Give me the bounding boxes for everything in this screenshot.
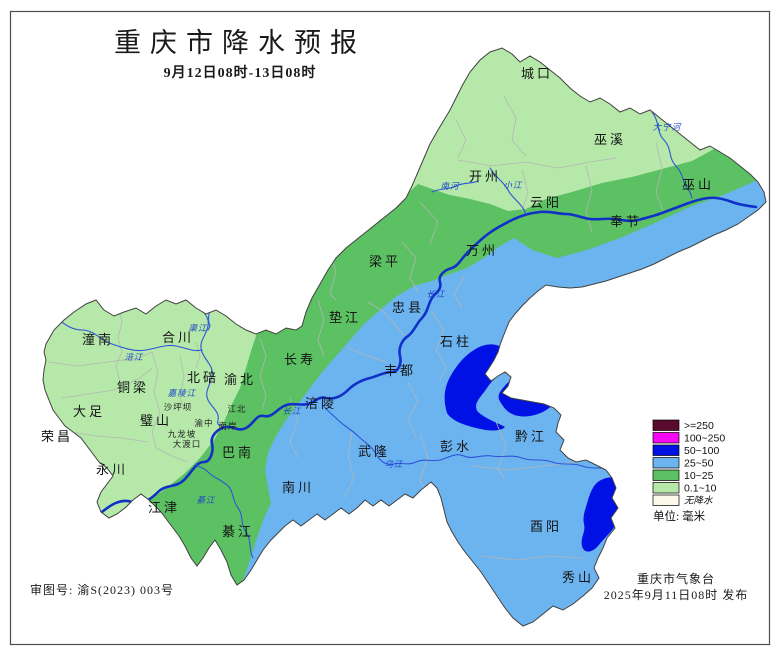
city-district-label: 九龙坡 — [168, 429, 197, 439]
river-label: 南河 — [440, 181, 460, 191]
district-label: 万州 — [466, 243, 498, 258]
district-label: 奉节 — [610, 214, 642, 229]
legend-label: 25~50 — [684, 458, 714, 470]
river-label: 大宁河 — [653, 122, 682, 132]
map-frame — [9, 10, 771, 646]
river-label: 渠江 — [188, 323, 208, 333]
river-label: 小江 — [503, 180, 523, 190]
district-label: 巫山 — [682, 177, 714, 192]
legend-swatch — [652, 469, 680, 481]
map-footer: 审图号: 渝S(2023) 003号 重庆市气象台 2025年9月11日08时 … — [30, 571, 749, 602]
district-label: 梁平 — [369, 254, 401, 269]
river-label: 乌江 — [384, 459, 404, 469]
district-label: 铜梁 — [117, 380, 149, 395]
legend-swatch — [652, 494, 680, 506]
city-district-label: 渝中 — [194, 418, 213, 428]
publisher-name: 重庆市气象台 — [637, 571, 715, 586]
district-label: 江津 — [148, 500, 180, 515]
district-labels: 潼南 合川 铜梁 大足 荣昌 永川 璧山 北碚 渝北 长寿 江津 綦江 巴南 南… — [41, 66, 714, 585]
city-district-labels: 沙坪坝 九龙坡 大渡口 渝中 江北 南岸 — [164, 402, 246, 449]
district-label: 璧山 — [140, 413, 172, 428]
legend-swatch — [652, 432, 680, 444]
district-label: 荣昌 — [41, 429, 73, 444]
municipality-outline — [42, 47, 767, 627]
map-header: 重庆市降水预报 9月12日08时-13日08时 — [114, 28, 366, 81]
district-label: 彭水 — [440, 439, 472, 454]
jialing-river — [195, 301, 227, 428]
legend-label: 无降水 — [684, 496, 713, 507]
river-label: 涪江 — [124, 352, 144, 362]
district-label: 永川 — [96, 462, 128, 477]
district-label: 潼南 — [82, 332, 114, 347]
legend-label: 100~250 — [684, 433, 725, 445]
district-label: 城口 — [521, 66, 553, 81]
district-label: 綦江 — [222, 524, 254, 539]
city-district-label: 大渡口 — [173, 439, 202, 449]
city-district-label: 沙坪坝 — [164, 402, 193, 412]
publish-time: 2025年9月11日08时 发布 — [604, 587, 749, 602]
legend-swatch — [652, 419, 680, 431]
river-label: 长江 — [426, 289, 446, 299]
district-label: 涪陵 — [305, 396, 337, 411]
district-label: 忠县 — [392, 300, 424, 315]
district-label: 垫江 — [329, 310, 361, 325]
district-label: 石柱 — [440, 334, 472, 349]
city-district-label: 江北 — [227, 404, 246, 414]
district-label: 合川 — [162, 330, 194, 345]
legend-label: >=250 — [684, 420, 714, 432]
xiaojiang-river — [489, 167, 527, 215]
district-label: 巴南 — [222, 445, 254, 460]
river-label: 嘉陵江 — [168, 388, 197, 398]
legend-label: 10~25 — [684, 470, 714, 482]
city-district-label: 南岸 — [218, 421, 237, 431]
review-number: 审图号: 渝S(2023) 003号 — [30, 582, 174, 597]
nanhe-river — [431, 180, 479, 193]
district-label: 开州 — [469, 169, 501, 184]
legend-swatch — [652, 444, 680, 456]
legend-label: 50~100 — [684, 445, 719, 457]
district-label: 北碚 — [187, 370, 219, 385]
legend: >=250 100~250 50~100 25~50 10~25 0.1~10 … — [652, 419, 725, 523]
legend-swatch — [652, 457, 680, 469]
page-title: 重庆市降水预报 — [114, 28, 366, 58]
daninghe-river — [651, 111, 693, 199]
district-label: 秀山 — [562, 570, 594, 585]
district-label: 渝北 — [224, 372, 256, 387]
district-label: 南川 — [282, 480, 314, 495]
district-label: 酉阳 — [530, 519, 562, 534]
wujiang-river — [321, 403, 641, 476]
yangtze-river — [95, 196, 758, 518]
district-label: 云阳 — [530, 195, 562, 210]
river-label: 綦江 — [196, 495, 216, 505]
river-labels: 长江 长江 嘉陵江 涪江 渠江 乌江 綦江 大宁河 南河 小江 — [124, 122, 682, 505]
district-label: 武隆 — [358, 444, 390, 459]
page-subtitle: 9月12日08时-13日08时 — [164, 64, 317, 81]
district-label: 丰都 — [384, 363, 416, 378]
district-label: 黔江 — [515, 429, 547, 444]
legend-label: 0.1~10 — [684, 483, 717, 495]
district-label: 长寿 — [284, 352, 316, 367]
rivers — [51, 111, 758, 559]
river-label: 长江 — [282, 406, 302, 416]
legend-unit-label: 单位: 毫米 — [653, 509, 706, 523]
district-label: 大足 — [73, 404, 105, 419]
qijiang-river — [195, 463, 254, 559]
district-label: 巫溪 — [594, 132, 626, 147]
fujiang-river — [51, 314, 203, 352]
legend-swatch — [652, 482, 680, 494]
